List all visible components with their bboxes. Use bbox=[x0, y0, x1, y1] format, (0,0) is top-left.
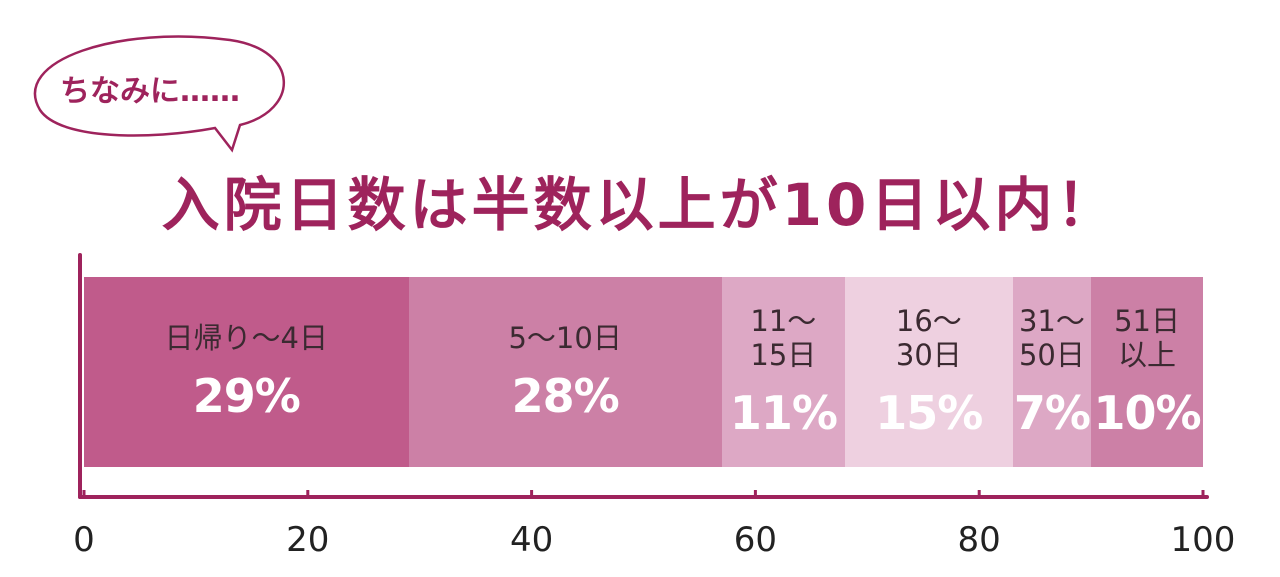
segment-label: 51日 以上 bbox=[1114, 304, 1180, 372]
annotation: ちなみに…… bbox=[60, 74, 240, 109]
segment-label: 11～ 15日 bbox=[750, 304, 817, 372]
x-tick-label: 20 bbox=[286, 520, 330, 560]
value-label: 28% bbox=[511, 369, 620, 423]
segment-label: 日帰り～4日 bbox=[164, 321, 328, 355]
bar-segment: 5～10日 28% bbox=[408, 277, 722, 467]
bar-segment: 31～ 50日 7% bbox=[1012, 277, 1092, 467]
value-label: 7% bbox=[1013, 386, 1091, 440]
value-label: 15% bbox=[875, 386, 983, 440]
value-label: 11% bbox=[729, 386, 838, 440]
chart-title: 入院日数は半数以上が10日以内！ bbox=[161, 171, 1119, 239]
x-tick-label: 100 bbox=[1170, 520, 1236, 560]
x-tick-label: 40 bbox=[509, 520, 554, 560]
bar-segment: 日帰り～4日 29% bbox=[84, 277, 409, 467]
speech-bubble bbox=[33, 35, 285, 153]
value-label: 29% bbox=[192, 369, 301, 423]
x-tick-label: 0 bbox=[73, 520, 95, 560]
bar-segment: 16～ 30日 15% bbox=[844, 277, 1013, 467]
segment-label: 16～ 30日 bbox=[895, 304, 962, 372]
bar-segment: 11～ 15日 11% bbox=[721, 277, 845, 467]
segment-label: 5～10日 bbox=[508, 321, 622, 355]
segment-label: 31～ 50日 bbox=[1018, 304, 1085, 372]
x-tick-label: 80 bbox=[957, 520, 1001, 560]
bar-segment: 51日 以上 10% bbox=[1091, 277, 1203, 467]
value-label: 10% bbox=[1093, 386, 1201, 440]
x-tick-label: 60 bbox=[733, 520, 778, 560]
